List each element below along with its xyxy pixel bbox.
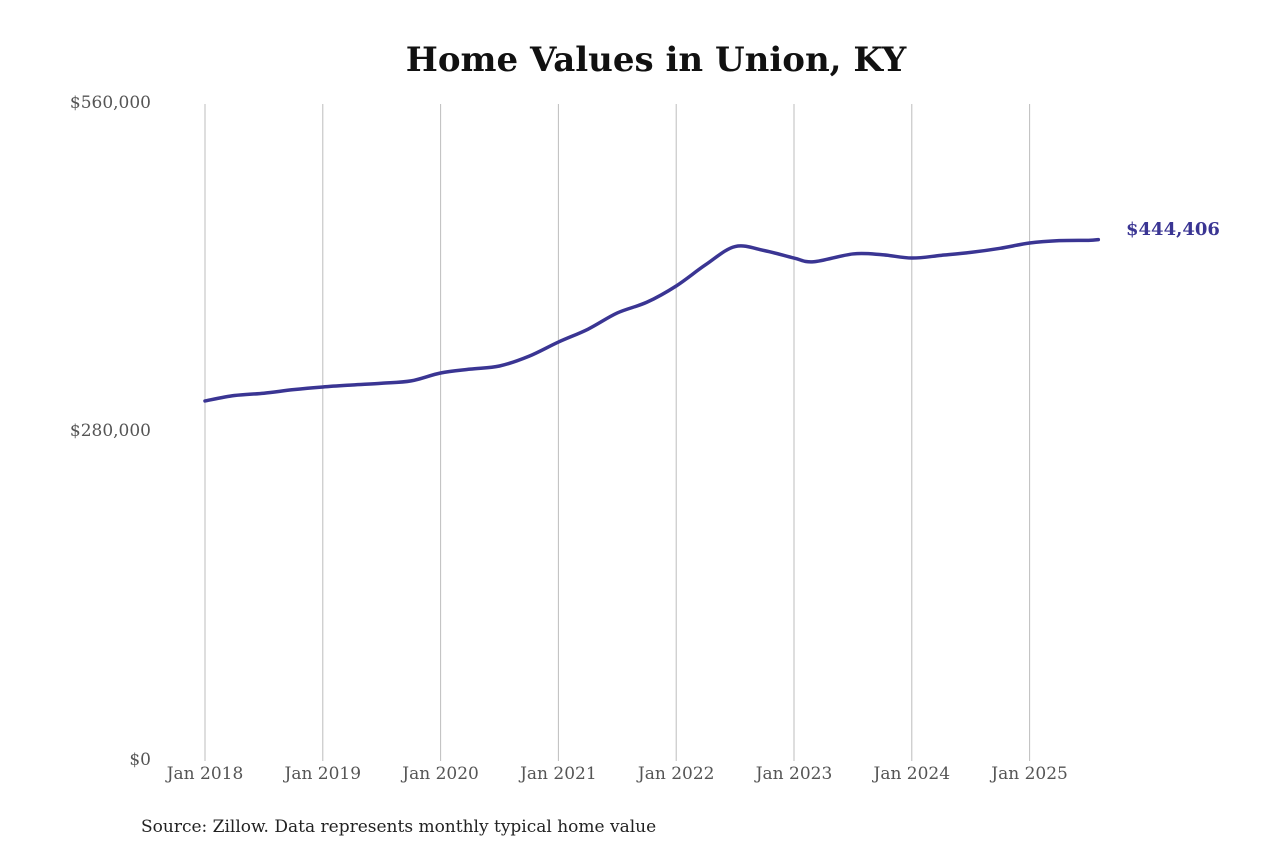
source-note: Source: Zillow. Data represents monthly … [141, 817, 657, 837]
x-tick-label: Jan 2018 [166, 764, 244, 784]
x-tick-label: Jan 2023 [755, 764, 833, 784]
end-value-label: $444,406 [1126, 219, 1220, 240]
y-tick-label-0: $0 [129, 750, 151, 770]
y-tick-label-280000: $280,000 [69, 421, 151, 441]
y-tick-label-560000: $560,000 [69, 93, 151, 113]
x-tick-label: Jan 2022 [637, 764, 715, 784]
chart-title: Home Values in Union, KY [405, 40, 907, 80]
x-tick-label: Jan 2020 [402, 764, 479, 784]
x-tick-label: Jan 2024 [873, 764, 951, 784]
x-tick-label: Jan 2019 [284, 764, 362, 784]
x-tick-label: Jan 2025 [991, 764, 1068, 784]
home-value-line [203, 237, 1101, 403]
x-tick-label: Jan 2021 [520, 764, 597, 784]
